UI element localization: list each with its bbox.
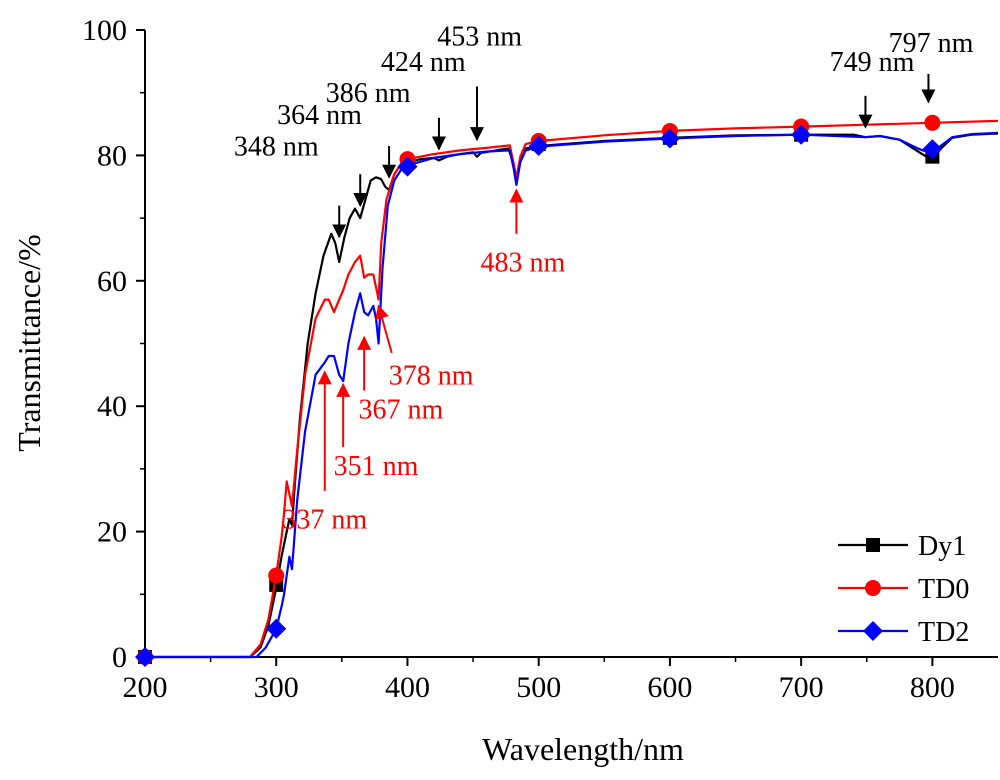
annotation: 797 nm	[889, 28, 974, 104]
legend-marker-dy1	[866, 538, 880, 552]
legend-marker-td2	[863, 621, 883, 641]
legend-item-dy1: Dy1	[838, 531, 966, 562]
annotation-label: 378 nm	[389, 360, 474, 391]
legend-label-td0: TD0	[918, 574, 969, 605]
series-layer	[135, 114, 999, 667]
x-tick-label: 700	[779, 671, 824, 704]
y-axis-title: Transmittance/%	[11, 234, 47, 451]
legend-label-td2: TD2	[918, 617, 969, 648]
legend-label-dy1: Dy1	[918, 531, 966, 562]
annotation: 367 nm	[357, 335, 444, 426]
data-point-td2	[659, 128, 680, 149]
y-tick-label: 40	[97, 390, 127, 423]
data-point-td2	[922, 139, 943, 160]
data-point-td2	[397, 156, 418, 177]
legend-item-td2: TD2	[838, 617, 969, 648]
y-tick-label: 100	[82, 14, 127, 47]
x-tick-label: 400	[385, 671, 430, 704]
annotation: 453 nm	[437, 22, 522, 142]
data-point-td0	[924, 114, 941, 131]
annotation: 348 nm	[234, 131, 347, 239]
annotation-label: 424 nm	[381, 47, 466, 78]
x-tick-label: 300	[254, 671, 299, 704]
annotation-label: 351 nm	[334, 451, 419, 482]
data-point-td2	[266, 618, 287, 639]
annotation-label: 364 nm	[277, 100, 362, 131]
annotation-label: 453 nm	[437, 22, 522, 53]
x-tick-label: 800	[910, 671, 955, 704]
annotation: 351 nm	[334, 382, 419, 482]
x-tick-label: 200	[123, 671, 168, 704]
annotation: 749 nm	[830, 47, 915, 129]
x-axis-title: Wavelength/nm	[482, 731, 684, 767]
annotation: 424 nm	[381, 47, 466, 151]
y-tick-label: 60	[97, 265, 127, 298]
y-tick-label: 0	[112, 641, 127, 674]
annotation-label: 483 nm	[481, 247, 566, 278]
legend-item-td0: TD0	[838, 574, 969, 605]
series-line-td2	[145, 131, 999, 659]
annotation: 337 nm	[282, 370, 367, 535]
annotation: 386 nm	[326, 78, 411, 179]
y-tick-label: 80	[97, 139, 127, 172]
y-tick-label: 20	[97, 516, 127, 549]
annotation-arrow	[375, 304, 393, 354]
annotation: 378 nm	[375, 304, 474, 391]
series-td2	[135, 124, 999, 667]
x-tick-label: 500	[516, 671, 561, 704]
annotation-label: 797 nm	[889, 28, 974, 59]
data-point-td0	[268, 567, 285, 584]
legend-marker-td0	[865, 580, 881, 596]
annotation: 483 nm	[481, 188, 566, 278]
annotation-label: 348 nm	[234, 131, 319, 162]
annotation-label: 337 nm	[282, 504, 367, 535]
data-point-td2	[135, 647, 155, 667]
annotation: 364 nm	[277, 100, 368, 207]
legend: Dy1 TD0 TD2	[838, 531, 969, 648]
data-point-td2	[791, 124, 812, 145]
series-line-td0	[145, 119, 999, 659]
annotation-label: 367 nm	[359, 395, 444, 426]
data-point-td2	[528, 135, 549, 156]
annotation-label: 749 nm	[830, 47, 915, 78]
x-tick-label: 600	[647, 671, 692, 704]
annotation-label: 386 nm	[326, 78, 411, 109]
axes: 200 300 400 500 600 700 800 0 20 40 60 80 100	[82, 14, 998, 704]
